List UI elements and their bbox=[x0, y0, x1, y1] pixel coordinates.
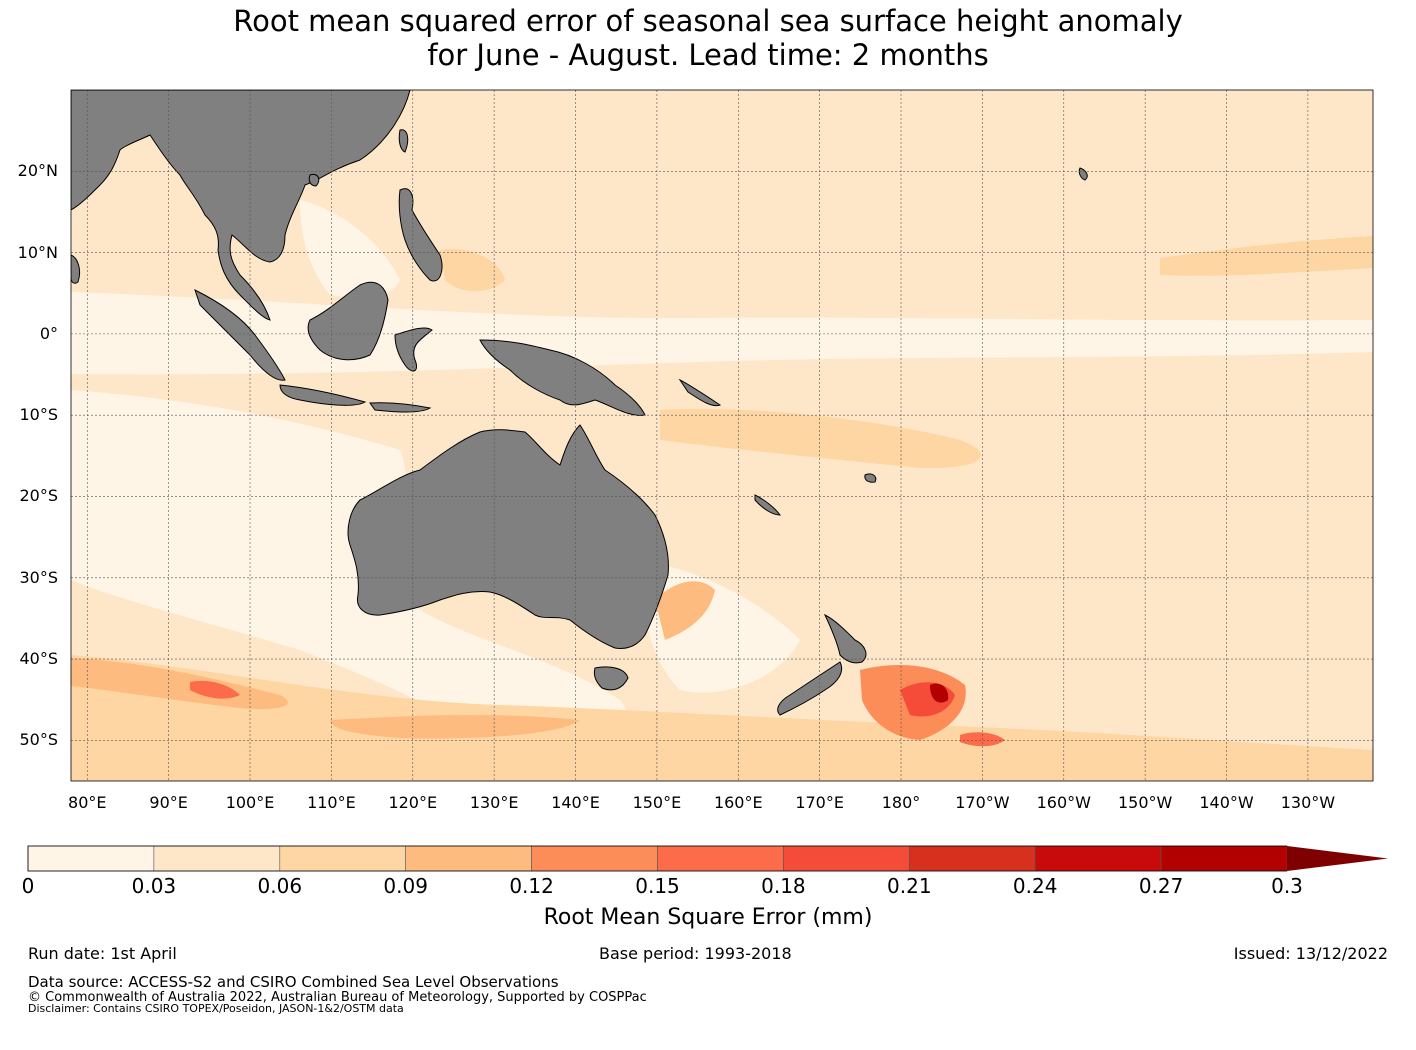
colorbar bbox=[27, 845, 1388, 872]
equatorial-light-band bbox=[71, 292, 1373, 375]
map-title-line1: Root mean squared error of seasonal sea … bbox=[233, 4, 1183, 38]
issued-date: Issued: 13/12/2022 bbox=[1233, 944, 1388, 963]
taiwan bbox=[398, 129, 409, 153]
copyright-notice: © Commonwealth of Australia 2022, Austra… bbox=[28, 990, 647, 1005]
hainan bbox=[308, 173, 320, 187]
colorbar-bin bbox=[153, 845, 281, 872]
colorbar-label: Root Mean Square Error (mm) bbox=[543, 905, 873, 930]
east-australia-current bbox=[655, 581, 715, 640]
longitude-label: 80°E bbox=[68, 793, 107, 812]
colorbar-tick-label: 0.03 bbox=[131, 874, 177, 898]
colorbar-tick-label: 0.3 bbox=[1271, 874, 1303, 898]
latitude-label: 50°S bbox=[19, 730, 58, 750]
fiji bbox=[864, 473, 877, 483]
map-frame bbox=[70, 89, 1374, 782]
run-date: Run date: 1st April bbox=[28, 944, 177, 963]
longitude-label: 150°W bbox=[1117, 793, 1173, 812]
longitude-label: 160°E bbox=[713, 793, 763, 812]
colorbar-bin bbox=[531, 845, 658, 872]
graticule bbox=[71, 90, 1373, 781]
new-guinea bbox=[479, 339, 646, 416]
colorbar-tick-label: 0.06 bbox=[257, 874, 303, 898]
colorbar-tick-label: 0.09 bbox=[383, 874, 428, 898]
colorbar-tick-label: 0 bbox=[21, 874, 35, 898]
latitude-label: 30°S bbox=[19, 567, 58, 587]
longitude-label: 170°W bbox=[955, 793, 1010, 812]
new-caledonia bbox=[754, 494, 781, 516]
longitude-label: 120°E bbox=[388, 793, 438, 812]
longitude-label: 90°E bbox=[149, 793, 188, 812]
java bbox=[279, 384, 367, 406]
colorbar-bin bbox=[783, 845, 910, 872]
south-indian-red-spot bbox=[190, 680, 240, 699]
colorbar-bin bbox=[657, 845, 784, 872]
colorbar-bin bbox=[908, 845, 1036, 872]
map-panel bbox=[71, 90, 1373, 781]
longitude-label: 100°E bbox=[225, 793, 275, 812]
colorbar-frame bbox=[27, 845, 1287, 872]
longitude-label: 140°W bbox=[1199, 793, 1254, 812]
south-china-sea-light bbox=[300, 200, 400, 298]
longitude-label: 130°W bbox=[1280, 793, 1336, 812]
east-nz-patch-core bbox=[930, 683, 949, 703]
colorbar-tick-label: 0.27 bbox=[1138, 874, 1184, 898]
longitude-label: 150°E bbox=[632, 793, 682, 812]
nusa-tenggara bbox=[369, 402, 432, 413]
hawaii bbox=[1078, 167, 1088, 181]
solomon-islands bbox=[678, 378, 722, 407]
longitude-label: 130°E bbox=[469, 793, 519, 812]
colorbar-bin bbox=[405, 845, 532, 872]
longitude-label: 160°W bbox=[1036, 793, 1091, 812]
borneo bbox=[307, 281, 389, 361]
philippine-sea-patch bbox=[440, 249, 505, 292]
colorbar-bin bbox=[1034, 845, 1162, 872]
colorbar-tick-label: 0.15 bbox=[635, 874, 680, 898]
disclaimer: Disclaimer: Contains CSIRO TOPEX/Poseido… bbox=[28, 1002, 404, 1015]
longitude-label: 140°E bbox=[551, 793, 600, 812]
landmasses bbox=[71, 90, 1088, 716]
longitude-label: 180° bbox=[881, 793, 921, 812]
map-title-line2: for June - August. Lead time: 2 months bbox=[427, 38, 989, 72]
data-source: Data source: ACCESS-S2 and CSIRO Combine… bbox=[28, 973, 559, 991]
latitude-label: 0° bbox=[39, 323, 58, 343]
australia bbox=[347, 424, 669, 649]
base-period: Base period: 1993-2018 bbox=[599, 944, 792, 963]
southern-ocean-band bbox=[71, 655, 1373, 781]
colorbar-tick-label: 0.12 bbox=[509, 874, 554, 898]
sulawesi bbox=[394, 327, 433, 372]
colorbar-extend-arrow bbox=[1287, 846, 1388, 871]
colorbar-tick-label: 0.18 bbox=[761, 874, 806, 898]
colorbar-bin bbox=[27, 845, 155, 872]
colorbar-tick-label: 0.24 bbox=[1012, 874, 1058, 898]
southern-streak-2 bbox=[330, 715, 580, 739]
latitude-label: 20°N bbox=[17, 161, 58, 181]
colorbar-bin bbox=[279, 845, 406, 872]
new-zealand-north bbox=[823, 613, 867, 664]
colorbar-tick-label: 0.21 bbox=[887, 874, 932, 898]
latitude-label: 10°N bbox=[17, 242, 58, 262]
new-zealand-south bbox=[777, 661, 843, 716]
longitude-label: 170°E bbox=[795, 793, 844, 812]
spcz-band bbox=[660, 409, 981, 469]
tasmania bbox=[593, 666, 629, 691]
colorbar-bin bbox=[1160, 845, 1288, 872]
asia-mainland bbox=[71, 90, 411, 321]
north-pacific-band bbox=[1160, 236, 1373, 276]
latitude-label: 10°S bbox=[19, 405, 58, 425]
latitude-label: 40°S bbox=[19, 649, 58, 669]
longitude-label: 110°E bbox=[307, 793, 356, 812]
moderate-error-bands bbox=[71, 236, 1373, 781]
latitude-label: 20°S bbox=[19, 486, 58, 506]
